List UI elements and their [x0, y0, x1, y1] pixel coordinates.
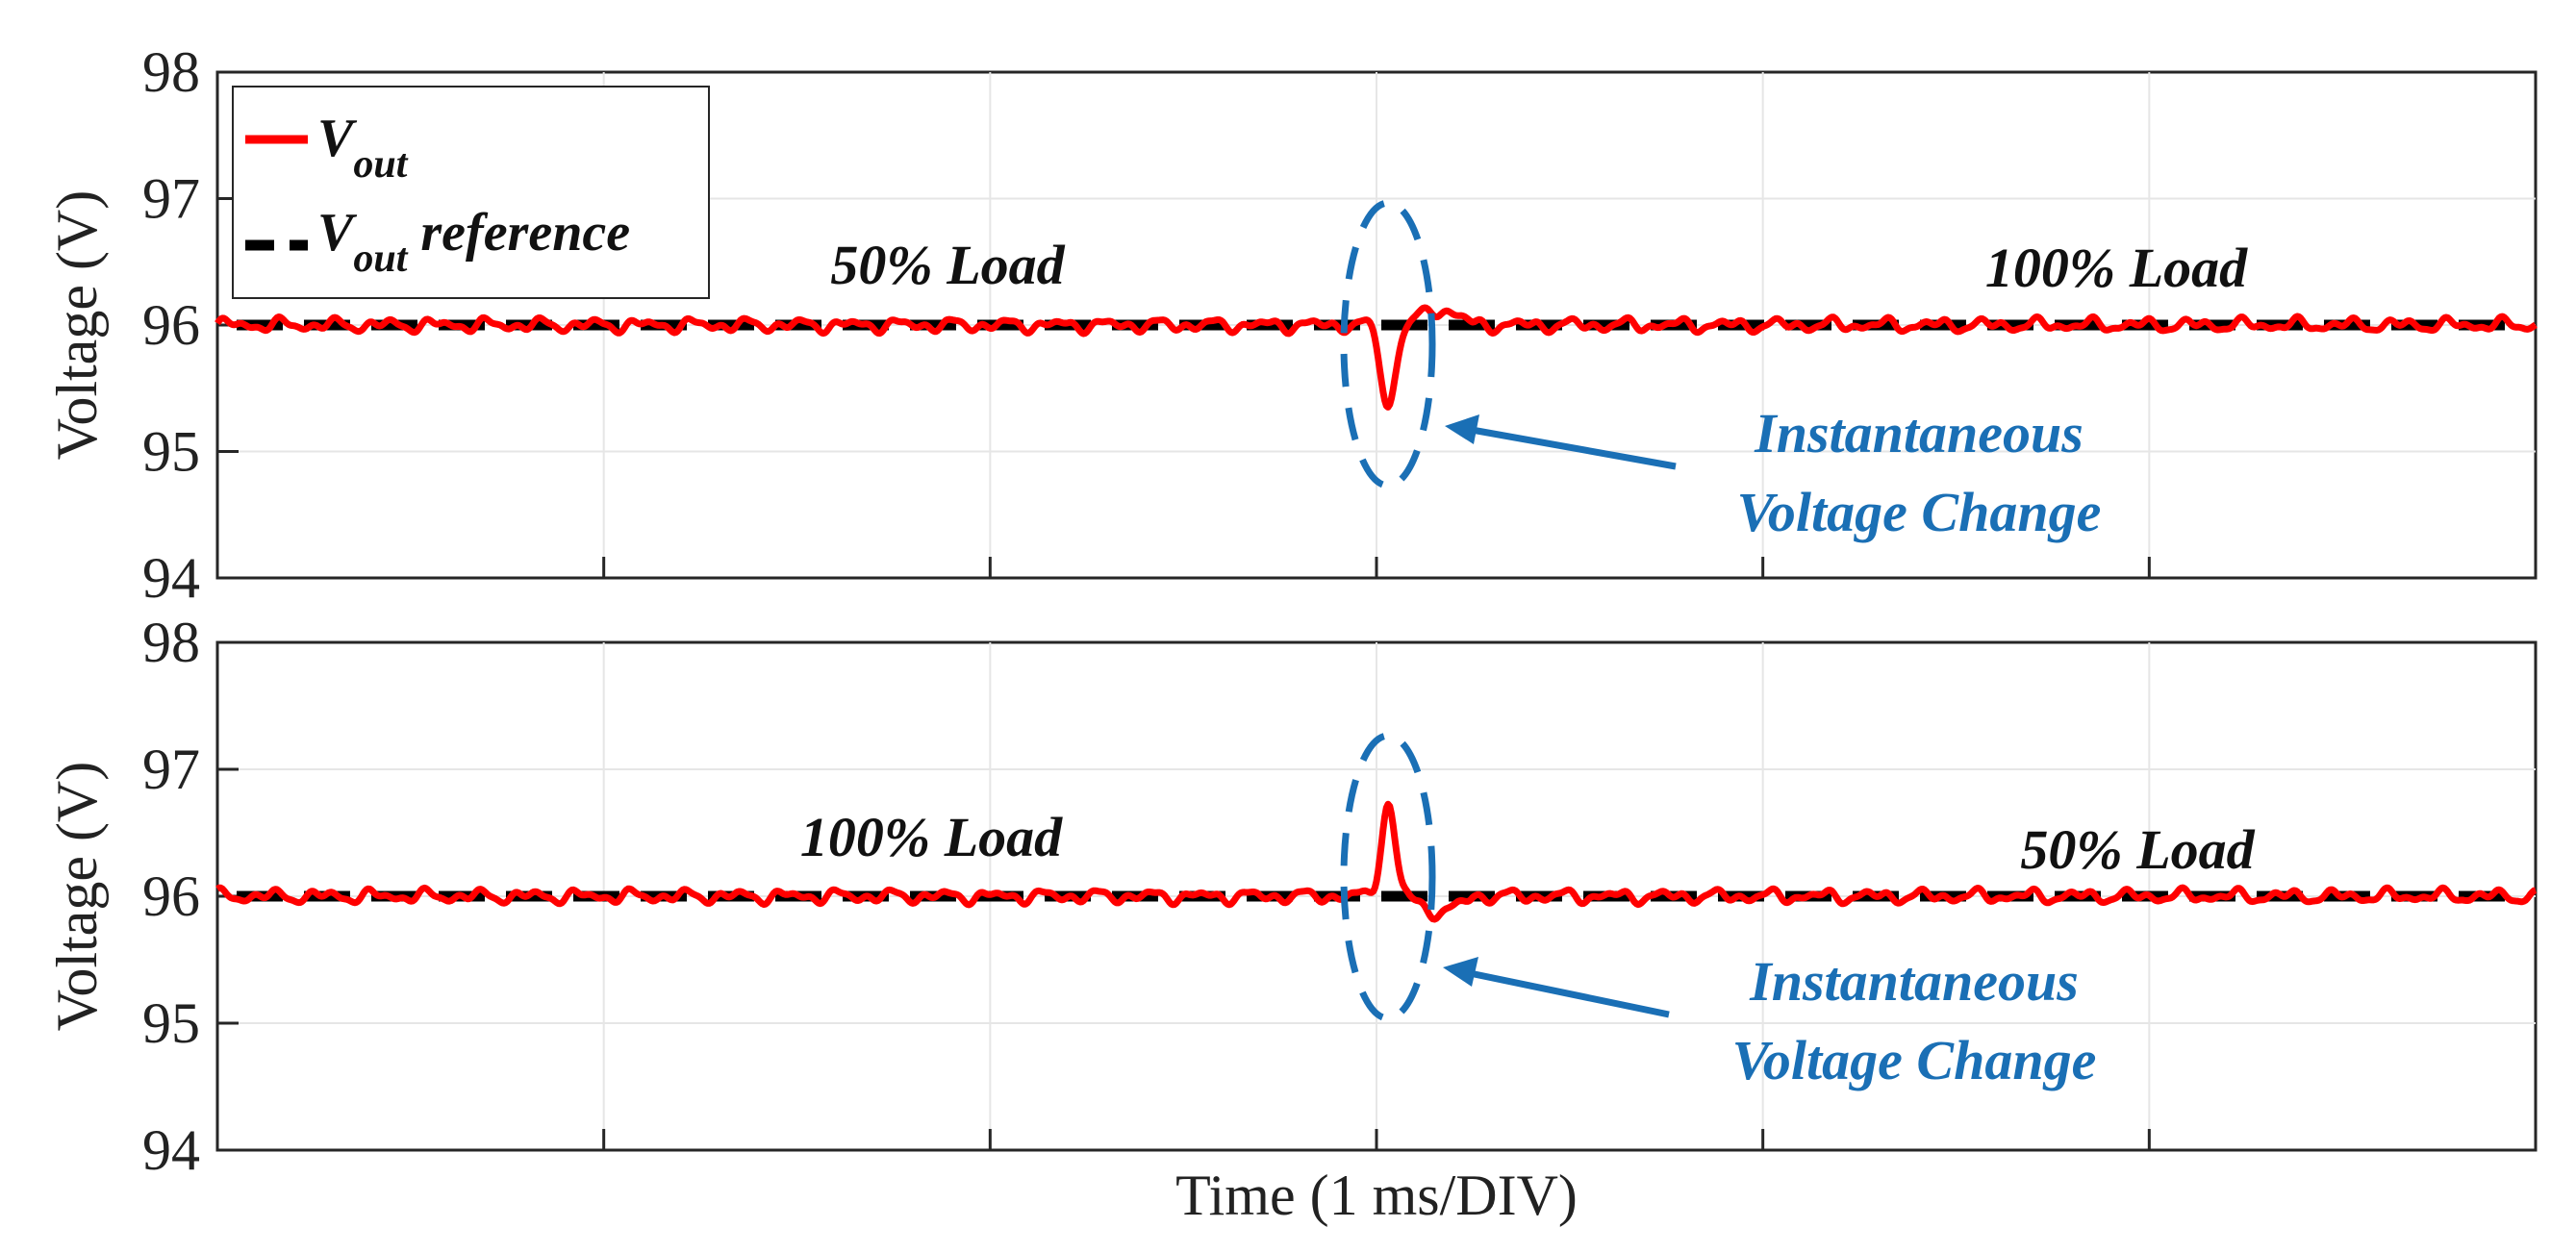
bottom-vout-line [215, 800, 2538, 923]
bottom-left-load-label: 100% Load [800, 806, 1063, 868]
bottom-ytick-label-0: 94 [142, 1118, 200, 1182]
bottom-panel: 94 95 96 97 98 Voltage (V) 100% Load 50% Loa… [45, 611, 2538, 1227]
top-ytick-label-0: 94 [142, 546, 200, 610]
bottom-highlight-ellipse [1340, 732, 1436, 1022]
top-right-load-label: 100% Load [1985, 237, 2248, 299]
bottom-ytick-label-3: 97 [142, 738, 200, 801]
top-change-label-line2: Voltage Change [1737, 481, 2102, 543]
bottom-ytick-label-4: 98 [142, 611, 200, 674]
legend: Vout Vout reference [232, 86, 710, 299]
top-ytick-labels: 94 95 96 97 98 [142, 40, 200, 610]
legend-reference-label: Vout reference [317, 203, 630, 281]
bottom-xlabel: Time (1 ms/DIV) [1175, 1164, 1578, 1227]
top-ytick-label-2: 96 [142, 293, 200, 357]
bottom-ytick-label-2: 96 [142, 865, 200, 928]
top-ytick-label-3: 97 [142, 167, 200, 231]
bottom-ytick-label-1: 95 [142, 991, 200, 1055]
top-ytick-label-1: 95 [142, 420, 200, 484]
legend-box [232, 86, 710, 299]
bottom-ytick-labels: 94 95 96 97 98 [142, 611, 200, 1182]
top-ytick-label-4: 98 [142, 40, 200, 104]
top-panel: 94 95 96 97 98 Voltage (V) 50% Load 100% Loa… [45, 40, 2538, 610]
top-annotation-arrow [1445, 414, 1677, 470]
bottom-change-label-line1: Instantaneous [1749, 950, 2079, 1013]
top-vout-line [215, 304, 2538, 411]
top-highlight-ellipse [1340, 199, 1436, 489]
top-left-load-label: 50% Load [830, 234, 1065, 296]
legend-vout-label: Vout [317, 109, 409, 187]
top-change-label-line1: Instantaneous [1754, 402, 2084, 464]
bottom-ylabel: Voltage (V) [45, 762, 109, 1032]
bottom-annotation-arrow [1443, 957, 1670, 1018]
top-ylabel: Voltage (V) [45, 190, 109, 461]
bottom-change-label-line2: Voltage Change [1732, 1029, 2097, 1091]
bottom-right-load-label: 50% Load [2020, 818, 2255, 881]
